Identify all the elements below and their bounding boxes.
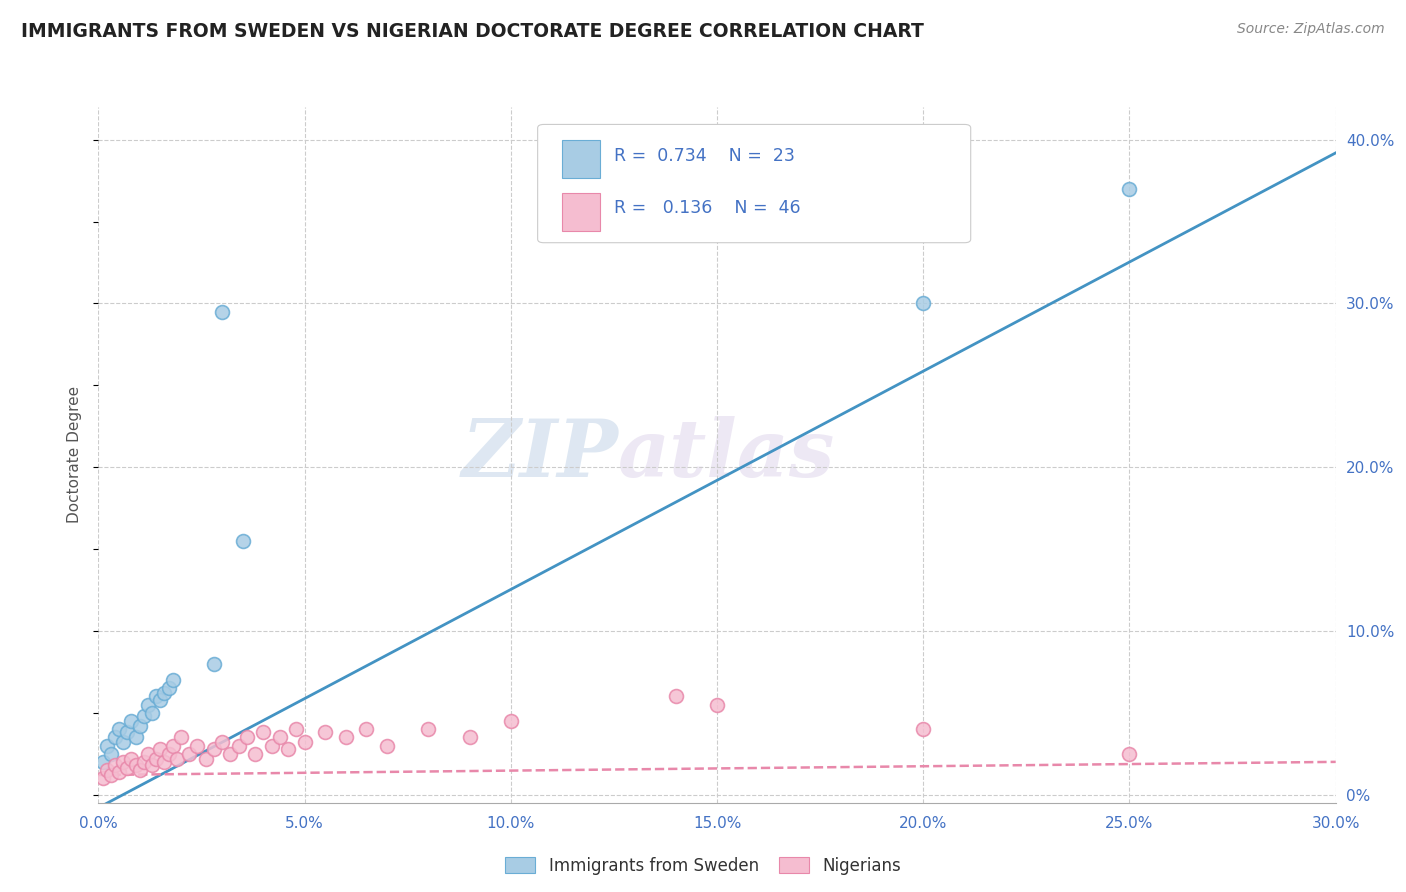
Point [117, 725, 139, 739]
Point [186, 739, 208, 753]
Point [269, 731, 291, 745]
Point [912, 722, 935, 736]
Point [124, 731, 146, 745]
Point [236, 731, 259, 745]
Point [141, 758, 163, 772]
Point [228, 739, 250, 753]
Point [128, 719, 150, 733]
Point [285, 722, 308, 736]
Point [153, 686, 176, 700]
FancyBboxPatch shape [562, 193, 599, 231]
Point [120, 714, 142, 728]
Point [356, 722, 378, 736]
Point [132, 755, 155, 769]
Point [211, 735, 233, 749]
Point [136, 747, 159, 761]
Point [96, 739, 118, 753]
Point [120, 751, 142, 765]
Point [157, 681, 180, 696]
Point [145, 690, 167, 704]
Text: R =  0.734    N =  23: R = 0.734 N = 23 [614, 147, 796, 165]
FancyBboxPatch shape [537, 124, 970, 243]
Point [141, 706, 163, 720]
Text: IMMIGRANTS FROM SWEDEN VS NIGERIAN DOCTORATE DEGREE CORRELATION CHART: IMMIGRANTS FROM SWEDEN VS NIGERIAN DOCTO… [21, 22, 924, 41]
Point [132, 709, 155, 723]
Point [157, 747, 180, 761]
Point [162, 739, 184, 753]
Point [211, 304, 233, 318]
Point [136, 698, 159, 712]
Point [458, 731, 481, 745]
Point [153, 755, 176, 769]
Point [912, 296, 935, 310]
Point [166, 751, 188, 765]
Point [1118, 747, 1140, 761]
Point [314, 725, 336, 739]
Point [335, 731, 357, 745]
Text: R =   0.136    N =  46: R = 0.136 N = 46 [614, 199, 801, 217]
Point [194, 751, 217, 765]
Point [112, 755, 135, 769]
Point [149, 692, 172, 706]
Point [162, 673, 184, 687]
Point [128, 763, 150, 777]
Legend: Immigrants from Sweden, Nigerians: Immigrants from Sweden, Nigerians [505, 856, 901, 875]
Point [375, 739, 398, 753]
Point [243, 747, 266, 761]
Point [91, 771, 114, 785]
Point [499, 714, 522, 728]
Point [108, 722, 131, 736]
Point [252, 725, 274, 739]
Point [418, 722, 440, 736]
Point [202, 741, 225, 756]
Point [96, 763, 118, 777]
Point [1118, 182, 1140, 196]
Text: ZIP: ZIP [461, 417, 619, 493]
Point [149, 741, 172, 756]
Point [232, 533, 254, 548]
Point [665, 690, 688, 704]
Point [145, 751, 167, 765]
Point [117, 761, 139, 775]
Text: Source: ZipAtlas.com: Source: ZipAtlas.com [1237, 22, 1385, 37]
Point [104, 758, 127, 772]
Point [108, 764, 131, 779]
Point [202, 657, 225, 671]
FancyBboxPatch shape [562, 140, 599, 178]
Point [706, 698, 728, 712]
Text: atlas: atlas [619, 417, 835, 493]
Point [170, 731, 193, 745]
Y-axis label: Doctorate Degree: Doctorate Degree [67, 386, 83, 524]
Point [100, 768, 122, 782]
Point [260, 739, 283, 753]
Point [219, 747, 242, 761]
Point [277, 741, 299, 756]
Point [104, 731, 127, 745]
Point [112, 735, 135, 749]
Point [91, 755, 114, 769]
Point [294, 735, 316, 749]
Point [179, 747, 201, 761]
Point [124, 758, 146, 772]
Point [100, 747, 122, 761]
